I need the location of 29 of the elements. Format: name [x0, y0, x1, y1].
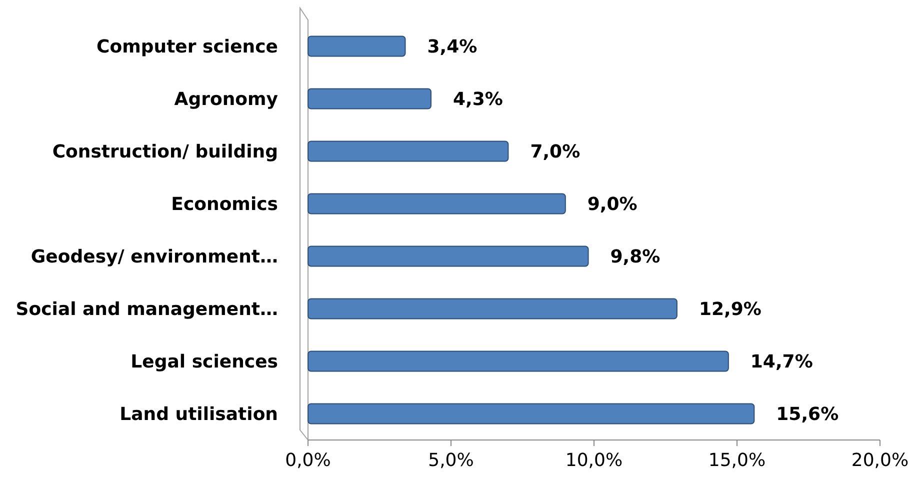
y-tick-label: Construction/ building	[52, 142, 278, 163]
y-tick-label: Computer science	[96, 36, 278, 58]
bar	[308, 403, 755, 424]
bar	[308, 140, 509, 162]
data-label: 9,0%	[587, 194, 638, 216]
y-tick-label: Social and management…	[16, 299, 278, 320]
bar	[308, 88, 432, 110]
x-tick-label: 10,0%	[565, 450, 623, 471]
bar	[308, 36, 406, 57]
y-tick-label: Land utilisation	[120, 404, 278, 426]
x-tick-label: 20,0%	[851, 450, 909, 471]
data-label: 7,0%	[530, 142, 580, 163]
data-label: 14,7%	[750, 352, 813, 373]
y-tick-label: Agronomy	[174, 89, 278, 110]
data-label: 4,3%	[452, 89, 503, 110]
bar	[308, 246, 589, 267]
data-label: 15,6%	[776, 404, 839, 426]
bar	[308, 350, 729, 372]
data-label: 3,4%	[427, 36, 478, 58]
bar	[308, 193, 566, 214]
y-tick-label: Economics	[171, 194, 278, 216]
y-tick-label: Legal sciences	[130, 352, 278, 373]
data-label: 9,8%	[610, 246, 660, 268]
x-tick-label: 5,0%	[428, 450, 474, 471]
data-label: 12,9%	[698, 299, 762, 320]
x-tick-label: 15,0%	[708, 450, 766, 471]
bar	[308, 298, 678, 320]
x-tick-label: 0,0%	[285, 450, 331, 471]
y-tick-label: Geodesy/ environment…	[30, 246, 278, 268]
